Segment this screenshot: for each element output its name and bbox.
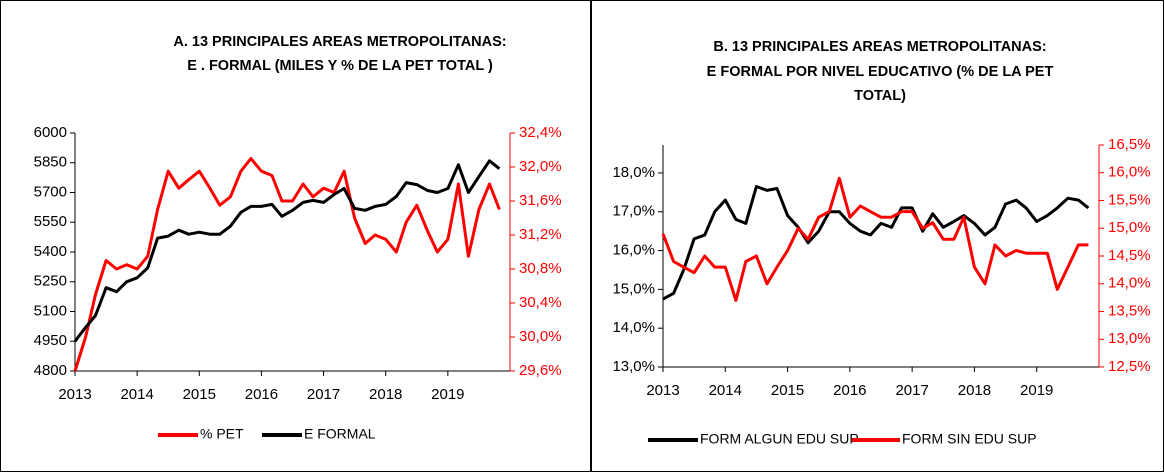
- x-tick-label: 2015: [183, 386, 216, 403]
- y-tick-label: 5850: [34, 154, 67, 171]
- y2-tick-label: 12,5%: [1108, 358, 1151, 375]
- legend-label: FORM SIN EDU SUP: [902, 431, 1037, 447]
- x-tick-label: 2014: [120, 386, 153, 403]
- x-tick-label: 2014: [709, 382, 742, 399]
- y2-tick-label: 30,0%: [519, 328, 562, 345]
- x-tick-label: 2016: [245, 386, 278, 403]
- y-tick-label: 5550: [34, 213, 67, 230]
- y2-tick-label: 14,5%: [1108, 247, 1151, 264]
- y2-tick-label: 14,0%: [1108, 275, 1151, 292]
- y-tick-label: 5250: [34, 273, 67, 290]
- x-tick-label: 2018: [958, 382, 991, 399]
- y-tick-label: 18,0%: [612, 164, 655, 181]
- x-tick-label: 2018: [369, 386, 402, 403]
- series-line: [73, 157, 501, 372]
- y2-tick-label: 13,5%: [1108, 302, 1151, 319]
- legend-label: E FORMAL: [304, 426, 376, 442]
- legend-label: FORM ALGUN EDU SUP: [700, 431, 859, 447]
- y-tick-label: 5700: [34, 183, 67, 200]
- y2-tick-label: 32,4%: [519, 124, 562, 141]
- y2-tick-label: 13,0%: [1108, 330, 1151, 347]
- y-tick-label: 6000: [34, 124, 67, 141]
- x-tick-label: 2019: [431, 386, 464, 403]
- y-tick-label: 17,0%: [612, 203, 655, 220]
- legend-label: % PET: [200, 426, 244, 442]
- chart-title: TOTAL): [854, 88, 906, 104]
- x-tick-label: 2017: [895, 382, 928, 399]
- x-tick-label: 2019: [1020, 382, 1053, 399]
- y2-tick-label: 15,5%: [1108, 191, 1151, 208]
- y2-tick-label: 16,5%: [1108, 136, 1151, 153]
- y-tick-label: 15,0%: [612, 280, 655, 297]
- x-tick-label: 2015: [771, 382, 804, 399]
- series-line: [662, 185, 1090, 301]
- y-tick-label: 4950: [34, 332, 67, 349]
- y2-tick-label: 29,6%: [519, 362, 562, 379]
- y2-tick-label: 30,8%: [519, 260, 562, 277]
- chart-title: E . FORMAL (MILES Y % DE LA PET TOTAL ): [187, 58, 493, 74]
- y-tick-label: 13,0%: [612, 358, 655, 375]
- y-tick-label: 5400: [34, 243, 67, 260]
- y-tick-label: 16,0%: [612, 242, 655, 259]
- x-tick-label: 2013: [58, 386, 91, 403]
- chart-title: A. 13 PRINCIPALES AREAS METROPOLITANAS:: [173, 34, 506, 50]
- y-tick-label: 4800: [34, 362, 67, 379]
- chart-title: E FORMAL POR NIVEL EDUCATIVO (% DE LA PE…: [707, 64, 1054, 80]
- y2-tick-label: 30,4%: [519, 294, 562, 311]
- y2-tick-label: 16,0%: [1108, 164, 1151, 181]
- y-tick-label: 14,0%: [612, 319, 655, 336]
- y-tick-label: 5100: [34, 302, 67, 319]
- x-tick-label: 2017: [307, 386, 340, 403]
- y2-tick-label: 32,0%: [519, 158, 562, 175]
- x-tick-label: 2016: [833, 382, 866, 399]
- y2-tick-label: 15,0%: [1108, 219, 1151, 236]
- y2-tick-label: 31,2%: [519, 226, 562, 243]
- series-line: [73, 159, 501, 343]
- y2-tick-label: 31,6%: [519, 192, 562, 209]
- chart-title: B. 13 PRINCIPALES AREAS METROPOLITANAS:: [713, 39, 1046, 55]
- series-line: [661, 176, 1089, 302]
- x-tick-label: 2013: [646, 382, 679, 399]
